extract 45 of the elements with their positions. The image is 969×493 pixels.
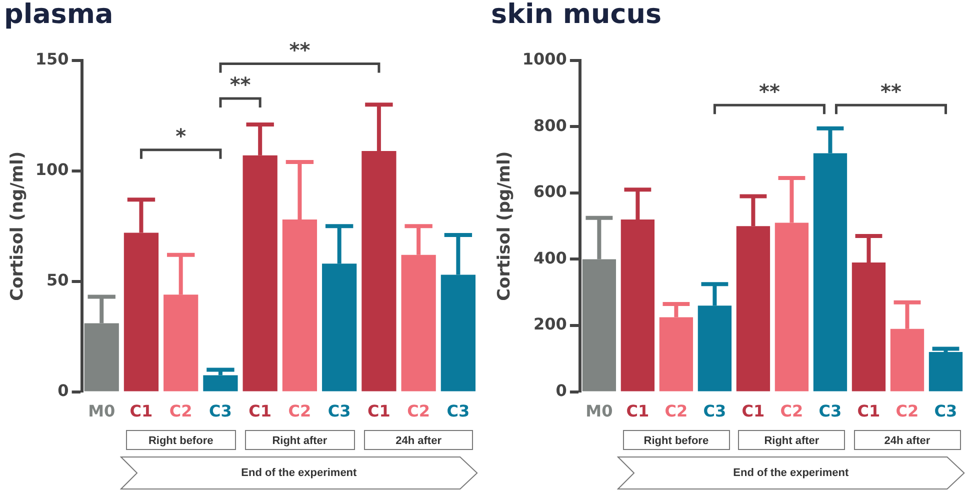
annotation: ** [230,72,252,97]
y-tick-label: 1000 [522,50,567,69]
x-tick-label: M0 [586,402,613,421]
x-tick-label: C3 [934,402,958,421]
x-tick-label: C1 [742,402,765,421]
y-tick-label: 50 [46,270,69,290]
x-tick-label: C3 [446,402,470,421]
x-tick-label: C1 [130,402,153,421]
y-axis-title: Cortisol (ng/ml) [8,151,28,301]
chart-title: skin mucus [491,0,662,30]
y-tick-label: 100 [35,160,69,180]
x-tick-label: C2 [780,402,804,421]
y-tick-label: 0 [58,380,69,400]
text: 24h after [854,430,961,450]
x-tick-label: C2 [169,402,192,421]
annotation: ** [880,79,902,104]
x-tick-label: C1 [626,402,650,421]
x-tick-label: C3 [328,402,351,421]
x-tick-label: C3 [818,402,842,421]
x-tick-label: C3 [703,402,726,421]
x-tick-label: C1 [248,402,272,421]
y-tick-label: 600 [534,182,567,202]
x-tick-label: C2 [896,402,919,421]
x-tick-label: C1 [368,402,390,421]
x-tick-label: M0 [88,402,116,421]
annotation: ** [759,79,780,104]
text: 24h after [364,430,474,450]
text: Right before [622,430,730,450]
text: Right after [738,430,846,450]
y-tick-label: 150 [35,50,69,69]
chart-title: plasma [4,0,114,30]
annotation: ** [289,38,311,62]
x-tick-label: C2 [407,402,430,421]
annotation: * [176,124,187,148]
x-tick-label: C2 [664,402,688,421]
x-tick-label: C3 [209,402,232,421]
y-tick-label: 0 [556,380,567,400]
x-tick-label: C2 [288,402,312,421]
y-axis-title: Cortisol (pg/ml) [494,151,515,301]
x-tick-label: C1 [857,402,880,421]
text: Right after [244,430,355,450]
y-tick-label: 200 [534,314,567,334]
text: Right before [126,430,236,450]
y-tick-label: 400 [534,248,567,268]
y-tick-label: 800 [534,116,567,135]
